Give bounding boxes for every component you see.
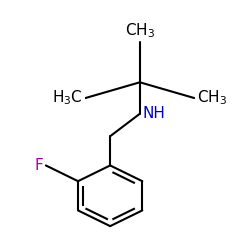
Text: NH: NH: [142, 106, 165, 121]
Text: F: F: [35, 158, 43, 173]
Text: CH$_3$: CH$_3$: [125, 21, 155, 40]
Text: H$_3$C: H$_3$C: [52, 89, 83, 108]
Text: CH$_3$: CH$_3$: [197, 89, 227, 108]
